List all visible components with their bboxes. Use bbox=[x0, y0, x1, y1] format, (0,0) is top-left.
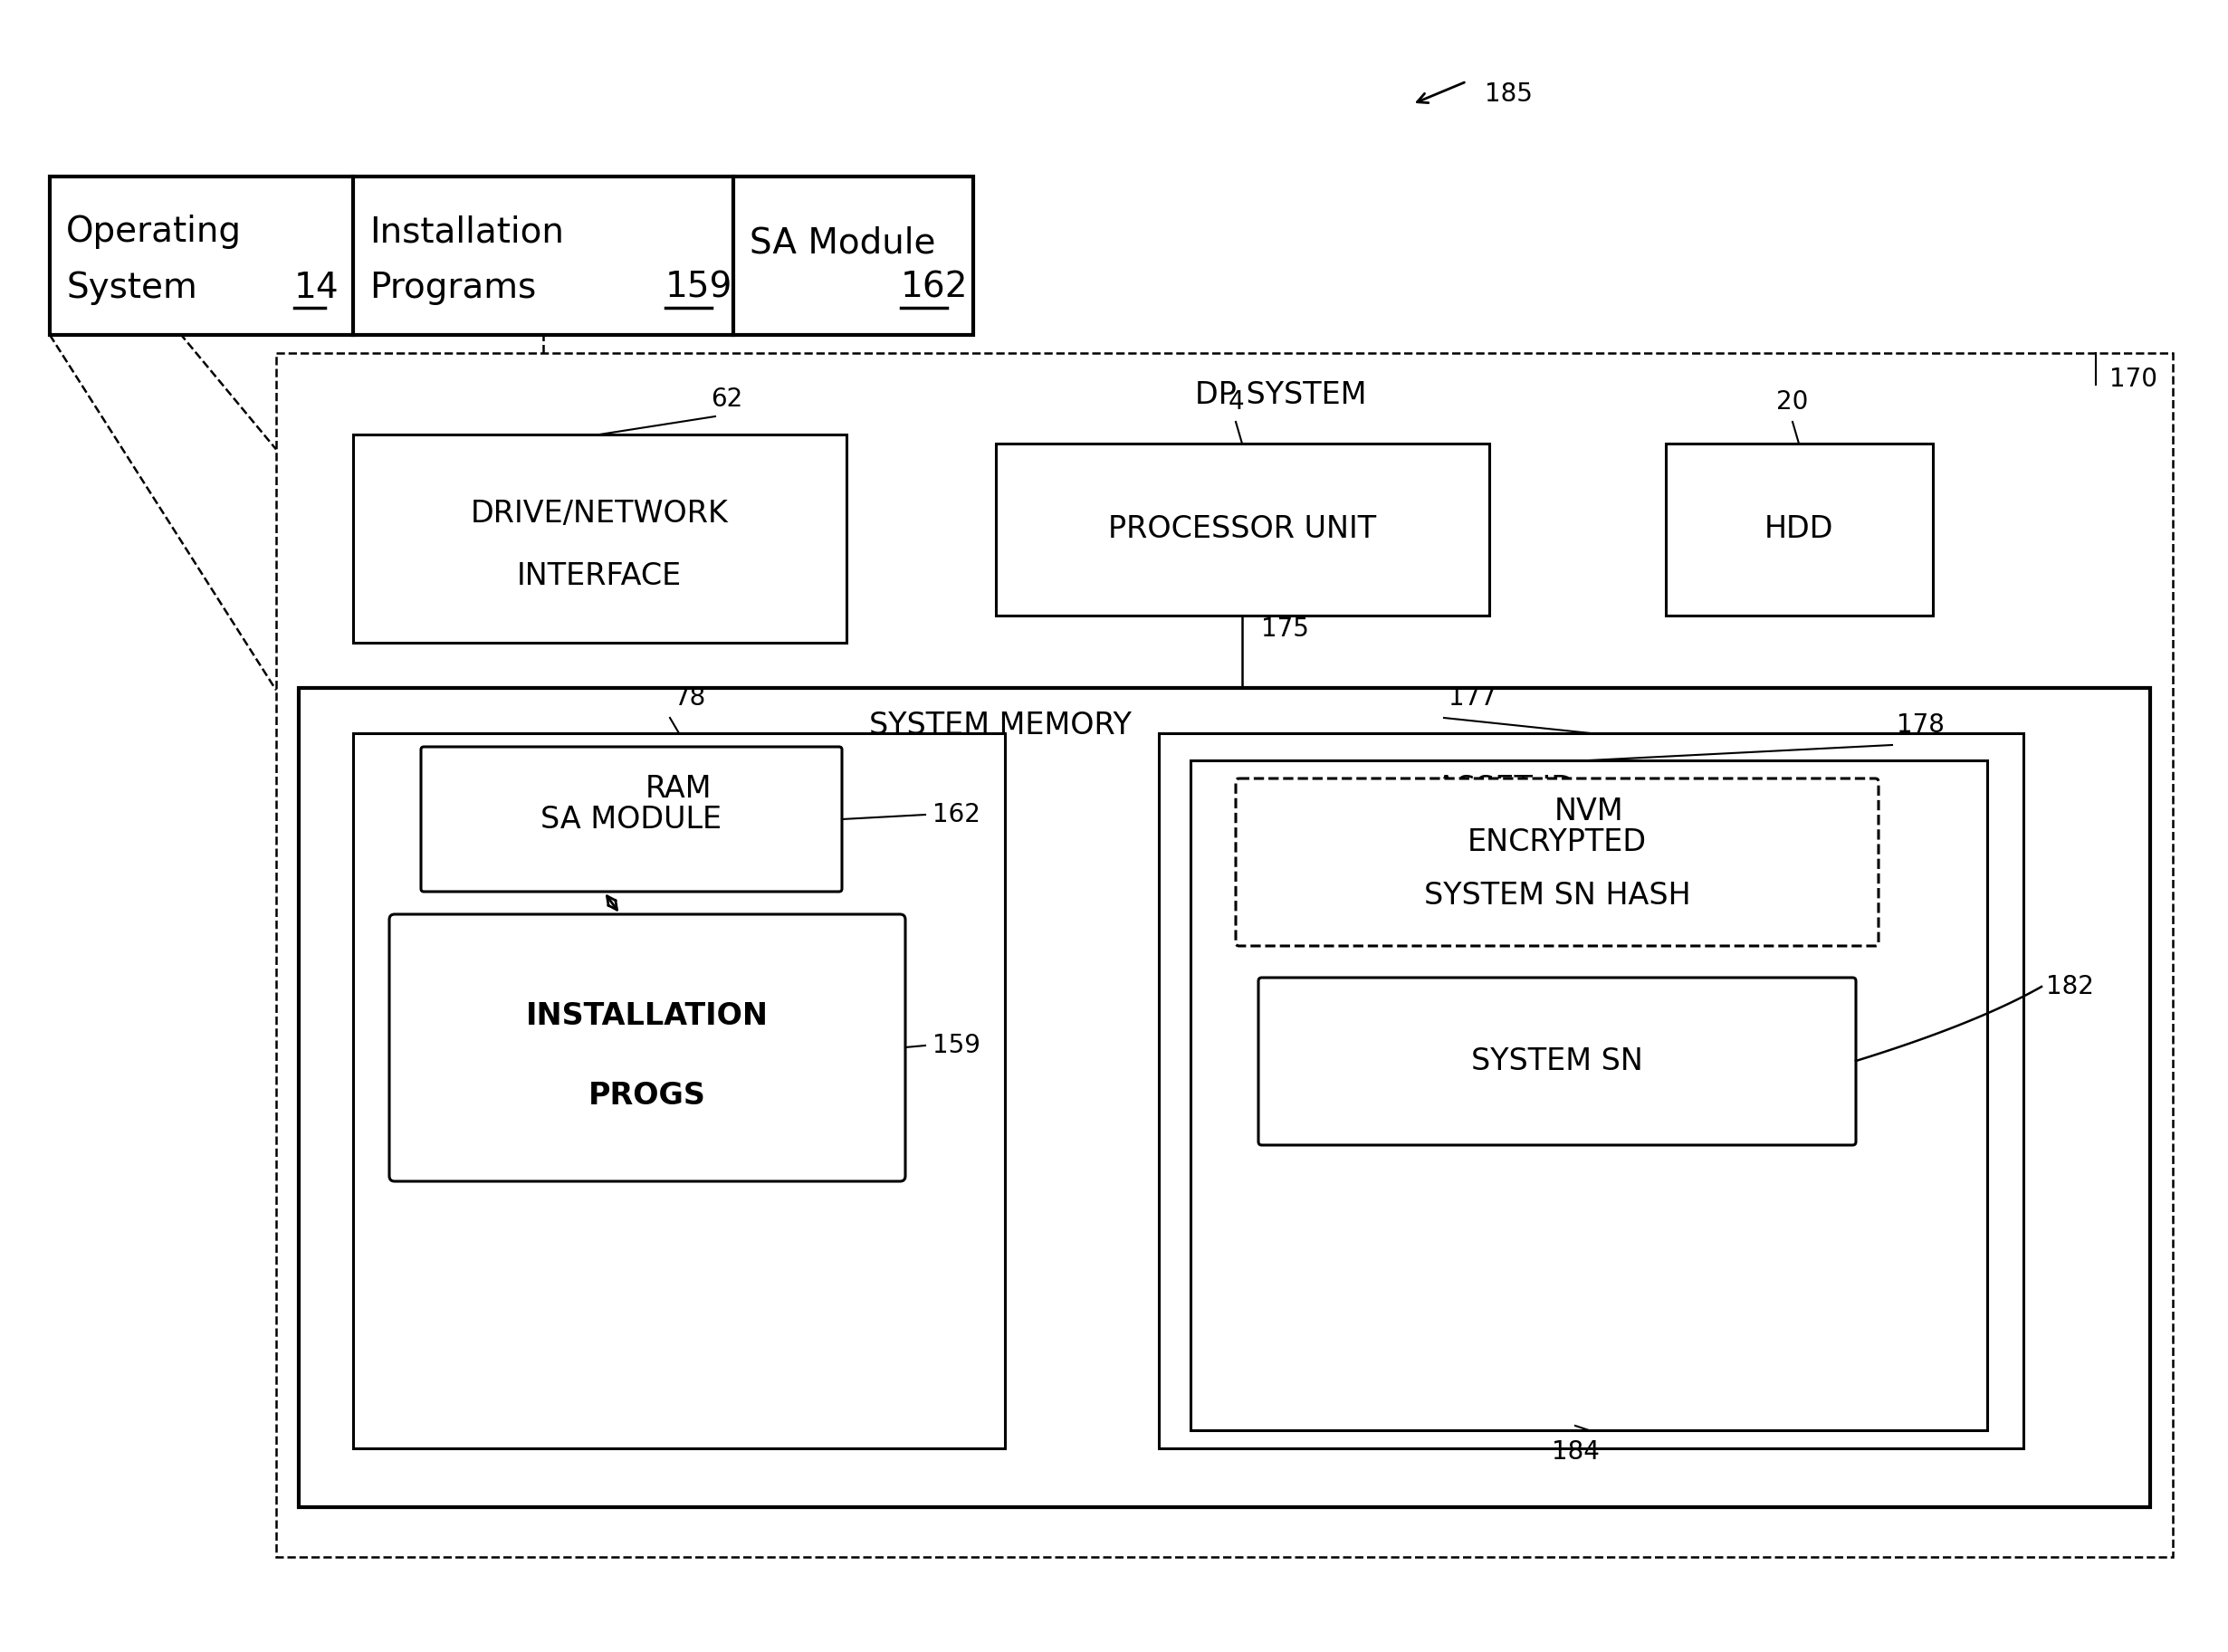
Text: SYSTEM SN: SYSTEM SN bbox=[1470, 1046, 1642, 1075]
Text: 170: 170 bbox=[2110, 367, 2157, 392]
Text: SYSTEM MEMORY: SYSTEM MEMORY bbox=[869, 710, 1132, 740]
Text: 159: 159 bbox=[934, 1032, 980, 1059]
Text: SA Module: SA Module bbox=[749, 226, 936, 261]
Text: 177: 177 bbox=[1448, 686, 1497, 710]
Bar bbox=[1190, 760, 1987, 1431]
Text: ASSET ID: ASSET ID bbox=[1435, 773, 1573, 805]
Bar bbox=[299, 687, 2150, 1507]
Text: SYSTEM SN HASH: SYSTEM SN HASH bbox=[1424, 881, 1691, 910]
Bar bbox=[1159, 733, 2023, 1449]
Bar bbox=[1667, 443, 1934, 616]
FancyBboxPatch shape bbox=[1259, 978, 1856, 1145]
Bar bbox=[352, 434, 847, 643]
Text: ENCRYPTED: ENCRYPTED bbox=[1468, 828, 1646, 857]
Text: 162: 162 bbox=[934, 801, 980, 828]
Text: 184: 184 bbox=[1551, 1439, 1600, 1465]
Text: INTERFACE: INTERFACE bbox=[517, 562, 682, 591]
Text: 20: 20 bbox=[1776, 390, 1809, 415]
Text: DP SYSTEM: DP SYSTEM bbox=[1194, 380, 1366, 410]
Text: RAM: RAM bbox=[646, 773, 713, 805]
FancyBboxPatch shape bbox=[390, 914, 905, 1181]
Text: SA MODULE: SA MODULE bbox=[541, 805, 722, 834]
Text: 14: 14 bbox=[294, 271, 339, 304]
Text: Operating: Operating bbox=[67, 215, 241, 249]
Text: PROGS: PROGS bbox=[588, 1080, 706, 1110]
Text: System: System bbox=[67, 271, 196, 304]
Text: Installation: Installation bbox=[370, 215, 564, 249]
Text: PROCESSOR UNIT: PROCESSOR UNIT bbox=[1107, 515, 1377, 545]
Text: NVM: NVM bbox=[1555, 796, 1624, 826]
Bar bbox=[276, 354, 2172, 1556]
Text: 159: 159 bbox=[666, 271, 733, 304]
Bar bbox=[49, 177, 974, 335]
FancyBboxPatch shape bbox=[1237, 778, 1878, 947]
Text: DRIVE/NETWORK: DRIVE/NETWORK bbox=[470, 499, 729, 529]
Text: 62: 62 bbox=[711, 387, 742, 411]
Text: 185: 185 bbox=[1484, 81, 1533, 107]
Text: 78: 78 bbox=[675, 686, 706, 710]
Text: 175: 175 bbox=[1261, 616, 1310, 641]
Text: 162: 162 bbox=[900, 271, 969, 304]
Bar bbox=[352, 733, 1005, 1449]
FancyBboxPatch shape bbox=[421, 747, 842, 892]
Text: Programs: Programs bbox=[370, 271, 537, 304]
Text: 4: 4 bbox=[1228, 390, 1243, 415]
Text: INSTALLATION: INSTALLATION bbox=[526, 1001, 769, 1031]
Text: 178: 178 bbox=[1896, 712, 1945, 738]
Text: HDD: HDD bbox=[1765, 515, 1834, 545]
Text: 182: 182 bbox=[2045, 975, 2094, 999]
Bar bbox=[996, 443, 1488, 616]
